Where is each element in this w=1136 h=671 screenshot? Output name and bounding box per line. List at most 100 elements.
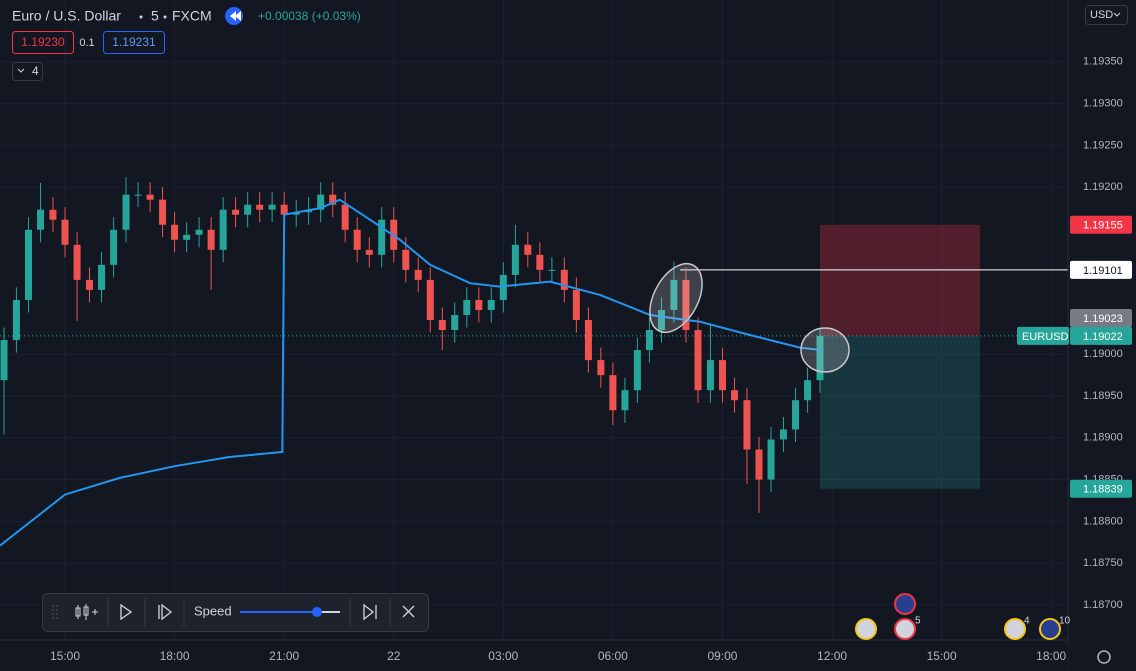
price-tag (1070, 215, 1132, 234)
candle-body (499, 274, 507, 300)
y-tick-label: 1.18800 (1083, 515, 1123, 527)
candle-body (98, 264, 106, 290)
y-tick-label: 1.18750 (1083, 557, 1123, 569)
close-button[interactable] (402, 605, 415, 618)
currency[interactable]: USD (1090, 9, 1113, 21)
candle-body (706, 360, 714, 391)
bid-box[interactable] (12, 31, 74, 54)
event-us[interactable] (855, 618, 877, 640)
x-tick-label: 18:00 (160, 649, 190, 663)
candle-body (341, 204, 349, 230)
time-axis (0, 640, 1068, 671)
candle-body (633, 350, 641, 391)
candle-body (73, 244, 81, 280)
candle-body (645, 330, 653, 351)
candle-body (524, 244, 532, 255)
bid[interactable]: 1.19230 (21, 35, 65, 49)
axis-labels: 1.19350 1.19300 1.19250 1.19200 1.19000 1.189… (50, 56, 1123, 663)
candle-body (584, 320, 592, 361)
candle-body (402, 249, 410, 270)
candle-body (609, 375, 617, 411)
x-tick-label: 15:00 (927, 649, 957, 663)
event-count: 10 (1059, 616, 1071, 627)
price-tag-label: 1.19101 (1083, 265, 1123, 277)
candle-body (232, 209, 240, 215)
y-tick-label: 1.19000 (1083, 348, 1123, 360)
candle-body (682, 279, 690, 331)
candle-body (353, 229, 361, 250)
candle-body (61, 219, 69, 245)
candle-body (24, 229, 32, 300)
candle-body (365, 249, 373, 255)
event-eu[interactable] (1039, 618, 1061, 640)
average-line (0, 198, 822, 547)
play-button[interactable] (120, 603, 133, 621)
chevron (1113, 12, 1121, 17)
candle-body (146, 194, 154, 200)
indicators-toggle[interactable] (12, 62, 43, 81)
ellipse-annotation[interactable] (800, 327, 850, 373)
x-tick-label: 21:00 (269, 649, 299, 663)
candle-body (0, 340, 8, 381)
candle-body (110, 229, 118, 265)
currency-select[interactable] (1085, 5, 1128, 25)
ellipse-annotation[interactable] (639, 255, 713, 341)
event-us[interactable] (1004, 618, 1026, 640)
x-tick-label: 09:00 (707, 649, 737, 663)
target-zone (819, 335, 980, 489)
candle-body (134, 194, 142, 196)
candle-body (779, 429, 787, 440)
candle-body (49, 209, 57, 220)
forward-button[interactable] (158, 603, 173, 621)
price-tag (1070, 260, 1132, 279)
price-tag (1070, 479, 1132, 498)
interval: 5 (151, 8, 159, 24)
indicator-count: 4 (32, 64, 39, 78)
candle-body (657, 309, 665, 331)
candle-body (572, 289, 580, 320)
candle-body (317, 194, 325, 210)
speed-knob[interactable] (312, 607, 322, 617)
candle-body (438, 320, 446, 331)
candle-body (731, 390, 739, 401)
y-tick-label: 1.19250 (1083, 139, 1123, 151)
event-us[interactable] (894, 618, 916, 640)
candle-body (159, 199, 167, 225)
x-tick-label: 06:00 (598, 649, 628, 663)
y-tick-label: 1.19350 (1083, 56, 1123, 68)
symbol-tag (1017, 326, 1069, 345)
candle-body (560, 269, 568, 290)
separator (163, 15, 167, 19)
candle-body (171, 224, 179, 240)
y-tick-label: 1.19200 (1083, 181, 1123, 193)
jump-button[interactable] (363, 603, 377, 621)
candle-body (767, 439, 775, 480)
spread: 0.1 (79, 37, 94, 49)
events: 5 4 10 (855, 593, 1071, 640)
candle-body (463, 299, 471, 315)
ask-box[interactable] (103, 31, 165, 54)
event-eu[interactable] (894, 593, 916, 615)
candle-body (792, 400, 800, 430)
select-bar-button[interactable] (75, 604, 98, 620)
candle-body (426, 279, 434, 320)
x-tick-label: 12:00 (817, 649, 847, 663)
x-tick-label: 18:00 (1036, 649, 1066, 663)
toolbar (42, 593, 429, 632)
candle-body (268, 204, 276, 210)
separator (139, 15, 143, 19)
x-tick-label: 03:00 (488, 649, 518, 663)
exchange: FXCM (172, 8, 212, 24)
ask[interactable]: 1.19231 (112, 35, 156, 49)
replay-icon-glyph (230, 11, 241, 21)
settings-icon[interactable] (1097, 650, 1111, 664)
event-count: 5 (915, 616, 921, 627)
y-tick-label: 1.18900 (1083, 432, 1123, 444)
grid (0, 0, 1068, 640)
candle-body (451, 314, 459, 331)
candle-body (280, 204, 288, 215)
symbol: Euro / U.S. Dollar (12, 8, 121, 24)
candle-body (122, 194, 130, 230)
price-tag-label: 1.19155 (1083, 220, 1123, 232)
